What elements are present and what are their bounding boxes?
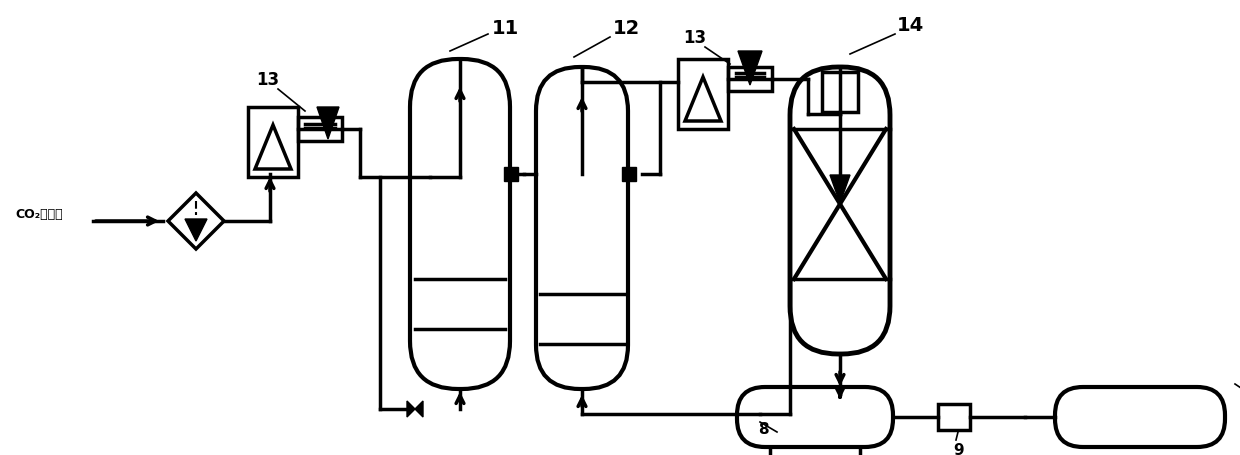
Bar [728, 68, 773, 92]
Text: 14: 14 [897, 15, 924, 35]
Text: 13: 13 [257, 71, 279, 89]
Text: 13: 13 [683, 29, 707, 47]
Text: 9: 9 [954, 443, 965, 455]
Bar [503, 167, 518, 182]
Polygon shape [185, 219, 207, 242]
Bar [622, 167, 636, 182]
Bar [298, 118, 342, 142]
Polygon shape [407, 401, 415, 417]
Bar [248, 108, 298, 177]
Text: 11: 11 [491, 19, 518, 37]
Bar [822, 73, 858, 113]
Polygon shape [738, 52, 763, 86]
Bar [678, 60, 728, 130]
Polygon shape [415, 401, 423, 417]
Text: 8: 8 [758, 422, 769, 436]
Polygon shape [317, 108, 339, 140]
Polygon shape [830, 176, 849, 203]
Bar [937, 404, 970, 430]
Text: 12: 12 [613, 19, 640, 37]
Text: CO₂原料气: CO₂原料气 [15, 208, 63, 221]
